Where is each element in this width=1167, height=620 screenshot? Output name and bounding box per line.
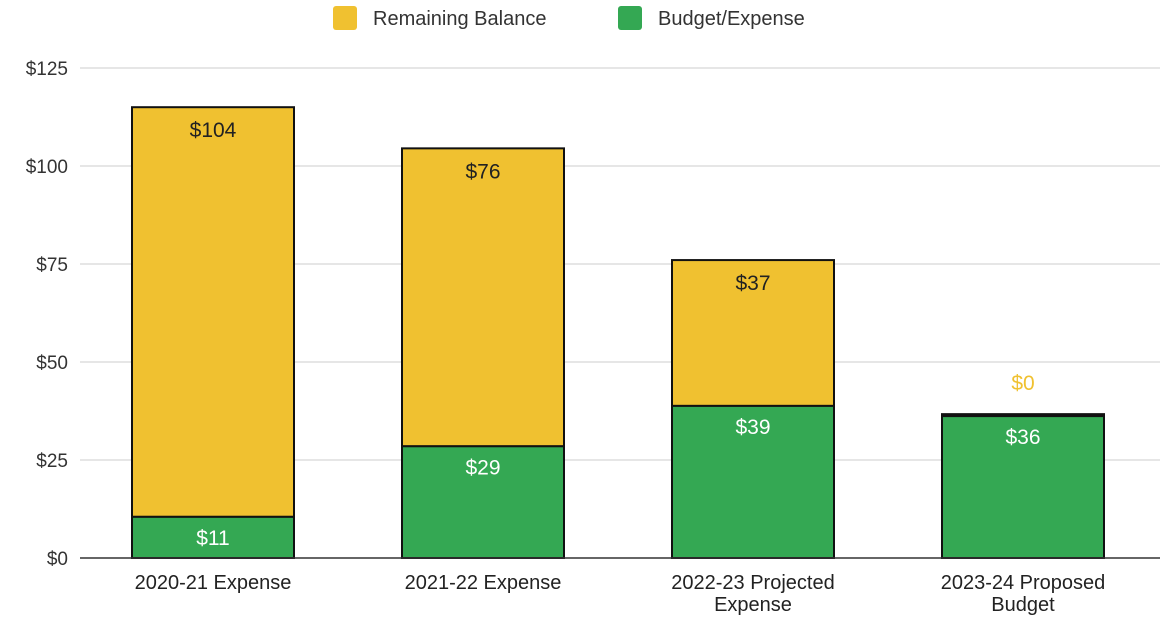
y-tick-label: $100 <box>26 157 68 178</box>
data-label-budget-expense: $39 <box>735 416 770 439</box>
legend-label-0: Remaining Balance <box>373 8 546 30</box>
legend: Remaining Balance Budget/Expense <box>333 6 805 30</box>
data-label-remaining-balance: $37 <box>735 272 770 295</box>
legend-swatch-1 <box>618 6 642 30</box>
data-label-budget-expense: $29 <box>465 456 500 479</box>
data-label-budget-expense: $11 <box>196 527 229 550</box>
y-tick-label: $125 <box>26 59 68 80</box>
bar-remaining-balance <box>401 147 565 448</box>
data-label-budget-expense: $36 <box>1005 426 1040 449</box>
bars: $104 $11 $76 $29 $37 $39 $0 $36 <box>131 106 1105 560</box>
x-tick-label: 2020-21 Expense <box>135 572 292 594</box>
y-tick-label: $75 <box>36 255 68 276</box>
legend-label-1: Budget/Expense <box>658 8 805 30</box>
y-axis: $0 $25 $50 $75 $100 $125 <box>26 59 68 570</box>
bar-budget-expense <box>671 404 835 559</box>
bar-remaining-balance <box>131 106 295 518</box>
bar-remaining-balance <box>671 259 835 407</box>
bar-budget-expense <box>941 415 1105 560</box>
data-label-remaining-balance: $0 <box>1011 372 1034 395</box>
x-axis: 2020-21 Expense 2021-22 Expense 2022-23 Pr… <box>80 557 1160 616</box>
y-tick-label: $0 <box>47 549 68 570</box>
x-tick-label: 2021-22 Expense <box>405 572 562 594</box>
y-tick-label: $25 <box>36 451 68 472</box>
data-label-remaining-balance: $104 <box>190 119 237 142</box>
x-tick-label: 2023-24 Proposed Budget <box>941 572 1106 616</box>
data-label-remaining-balance: $76 <box>465 160 500 183</box>
y-tick-label: $50 <box>36 353 68 374</box>
legend-swatch-0 <box>333 6 357 30</box>
x-tick-label: 2022-23 Projected Expense <box>671 572 834 616</box>
bar-budget-expense <box>131 515 295 560</box>
